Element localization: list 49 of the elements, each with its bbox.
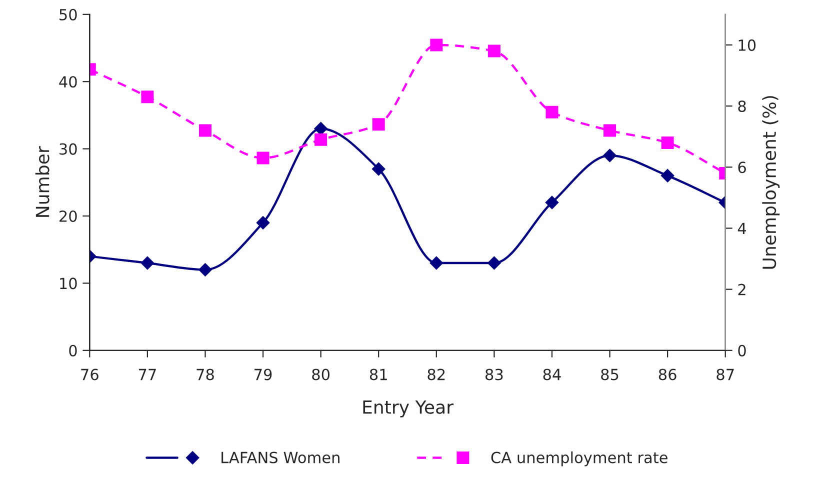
point xyxy=(141,90,154,104)
x-tick-label: 77 xyxy=(138,368,156,380)
legend-label: LAFANS Women xyxy=(222,452,340,464)
y-tick-label: 50 xyxy=(60,8,77,20)
y-axis-title: Number xyxy=(35,146,50,217)
y2-tick-label: 6 xyxy=(738,162,746,174)
point xyxy=(660,169,674,182)
point xyxy=(140,256,154,270)
point xyxy=(314,122,328,136)
point xyxy=(372,162,386,176)
x-tick-label: 87 xyxy=(716,368,734,380)
y2-tick-label: 8 xyxy=(738,100,746,112)
legend-label: CA unemployment rate xyxy=(491,451,668,466)
point xyxy=(430,38,443,52)
x-tick-label: 78 xyxy=(196,368,214,380)
x-tick-label: 82 xyxy=(428,368,445,380)
point xyxy=(372,118,385,131)
point xyxy=(256,152,270,164)
point xyxy=(198,124,212,137)
point xyxy=(545,196,559,210)
x-tick-label: 81 xyxy=(370,368,387,380)
x-tick-label: 85 xyxy=(601,368,618,380)
y2-tick-label: 0 xyxy=(738,344,746,356)
point xyxy=(314,133,328,146)
y2-axis-title: Unemployment (%) xyxy=(762,96,780,269)
y2-tick-label: 10 xyxy=(738,39,756,51)
point xyxy=(661,136,674,149)
point xyxy=(546,106,558,118)
x-tick-label: 83 xyxy=(486,368,503,380)
point xyxy=(430,256,443,270)
x-tick-label: 86 xyxy=(658,368,676,380)
y-tick-label: 40 xyxy=(59,76,77,88)
x-axis-title: Entry Year xyxy=(363,400,454,418)
x-tick-label: 84 xyxy=(543,368,561,380)
y-tick-label: 30 xyxy=(60,143,77,155)
point xyxy=(488,44,500,58)
x-tick-label: 79 xyxy=(254,368,272,380)
x-tick-label: 76 xyxy=(81,368,98,380)
y-tick-label: 10 xyxy=(60,278,77,290)
x-tick-label: 80 xyxy=(312,368,330,380)
y2-tick-label: 4 xyxy=(738,222,746,234)
point xyxy=(488,256,501,270)
y2-tick-label: 2 xyxy=(738,284,746,296)
y-tick-label: 0 xyxy=(69,344,77,356)
point xyxy=(256,216,270,230)
point xyxy=(603,148,616,162)
point xyxy=(604,124,616,137)
y-tick-label: 20 xyxy=(60,210,77,222)
point xyxy=(198,263,212,276)
